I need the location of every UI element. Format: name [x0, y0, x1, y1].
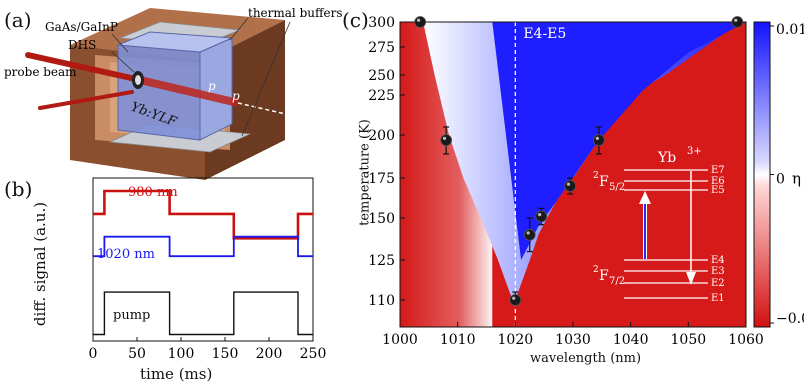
xtick-label: 0 — [89, 346, 98, 362]
data-point-highlight — [734, 18, 738, 22]
xtick-label: 250 — [300, 346, 327, 362]
plot-frame — [92, 177, 314, 342]
data-point-highlight — [512, 296, 516, 300]
trace-black — [93, 291, 313, 336]
ytick-label: 200 — [368, 128, 395, 144]
ytick-label: 250 — [368, 68, 395, 84]
energy-level-label: E6 — [711, 176, 725, 187]
data-point — [593, 134, 605, 147]
trace-label-blue: 1020 nm — [97, 247, 155, 262]
xtick-label: 200 — [256, 346, 283, 362]
energy-level-label: E3 — [711, 266, 725, 277]
data-point — [564, 180, 577, 192]
data-point — [731, 16, 744, 28]
label-p1: p — [208, 79, 216, 93]
label-probe-beam: probe beam — [4, 65, 77, 79]
absorption-arrowhead — [639, 191, 651, 204]
colorbar — [753, 21, 771, 328]
xtick-label: 1030 — [555, 332, 591, 348]
crystal-right — [199, 37, 233, 141]
energy-level-label: E4 — [711, 255, 725, 266]
panel-b-label: (b) — [4, 177, 33, 201]
xtick-label: 1010 — [440, 332, 476, 348]
energy-level-label: E5 — [711, 185, 725, 196]
probe-beam-1 — [25, 52, 143, 83]
xtick-label: 1000 — [382, 332, 418, 348]
ytick-label: 275 — [368, 40, 395, 56]
ytick-label: 225 — [368, 88, 395, 104]
ytick-label: 125 — [368, 253, 395, 269]
data-point-highlight — [442, 136, 447, 140]
probe-beam-main — [139, 76, 239, 107]
upper-term: F — [599, 174, 609, 190]
blue-core — [492, 22, 746, 260]
emission-arrowhead — [686, 272, 696, 285]
data-point — [523, 228, 536, 241]
panel-b: (b) diff. signal (a.u.) 0 50 100 150 200 250 9… — [0, 175, 340, 387]
energy-level-label: E2 — [711, 278, 725, 289]
data-point-highlight — [595, 136, 599, 140]
annotation-label: E4-E5 — [523, 26, 566, 42]
data-point — [414, 16, 427, 28]
data-point-highlight — [416, 18, 421, 22]
leader-thermal-1 — [229, 17, 249, 41]
energy-level-label: E7 — [711, 165, 725, 176]
colorbar-label: 0 — [776, 172, 785, 188]
panel-a-label: (a) — [4, 8, 32, 32]
heatmap-layer — [400, 22, 746, 327]
upper-term-sub: 5/2 — [609, 182, 625, 193]
data-point — [535, 210, 548, 223]
data-point-highlight — [538, 213, 542, 217]
colorbar-label: 0.01 — [776, 22, 804, 38]
panel-c-xlabel: wavelength (nm) — [530, 351, 642, 366]
trace-label-red: 980 nm — [128, 185, 178, 200]
trace-label-black: pump — [113, 308, 150, 323]
leader-gaas — [111, 33, 129, 53]
upper-term-sup: 2 — [593, 171, 599, 181]
lower-term: F — [599, 268, 609, 284]
panel-c: (c) temperature (K) E4-E5 1000 1010 1020 103… — [340, 0, 804, 387]
lower-term-sup: 2 — [593, 265, 599, 275]
apparatus-illustration: thermal buffers GaAs/GaInP DHS probe bea… — [4, 6, 343, 180]
xtick-label: 1060 — [728, 332, 764, 348]
xtick-label: 150 — [212, 346, 239, 362]
ytick-label: 150 — [368, 211, 395, 227]
leader-dhs — [111, 51, 135, 73]
efficiency-heatmap: E4-E5 1000 1010 1020 1030 1040 1050 1060 110 125 1… — [368, 15, 804, 348]
label-p2: p — [232, 89, 240, 103]
label-dhs: DHS — [68, 38, 96, 52]
data-point — [440, 134, 453, 147]
trace-blue — [93, 235, 313, 258]
beam-exit-dashed — [237, 102, 291, 116]
ytick-label: 300 — [368, 15, 395, 31]
colorbar-symbol: η — [792, 170, 801, 188]
energy-level-label: E1 — [711, 293, 725, 304]
xtick-label: 100 — [168, 346, 195, 362]
ytick-label: 110 — [368, 293, 395, 309]
data-point-highlight — [526, 231, 530, 235]
xtick-label: 1020 — [498, 332, 534, 348]
dhs-disc-inner — [135, 75, 141, 85]
leader-thermal-2 — [241, 21, 291, 137]
data-point — [509, 294, 522, 306]
xtick-label: 1040 — [613, 332, 649, 348]
inset-title-sup: 3+ — [687, 146, 702, 157]
label-thermal-buffers: thermal buffers — [248, 6, 343, 20]
colorbar-label: −0.01 — [776, 311, 804, 327]
inset-title: Yb — [657, 150, 676, 166]
ytick-label: 175 — [368, 171, 395, 187]
probe-beam-2 — [38, 90, 134, 110]
lower-term-sub: 7/2 — [609, 276, 625, 287]
panel-a: (a) thermal buffers GaAs/GaInP DHS probe… — [0, 0, 360, 180]
data-point-highlight — [566, 182, 571, 186]
panel-c-label: (c) — [342, 8, 369, 32]
xtick-label: 50 — [128, 346, 146, 362]
xtick-label: 1050 — [671, 332, 707, 348]
label-gaas: GaAs/GaInP — [45, 20, 118, 34]
trace-red — [93, 189, 313, 240]
time-trace-plot: 0 50 100 150 200 250 980 nm 1020 nm pump — [89, 177, 327, 362]
panel-b-xlabel: time (ms) — [140, 365, 213, 383]
